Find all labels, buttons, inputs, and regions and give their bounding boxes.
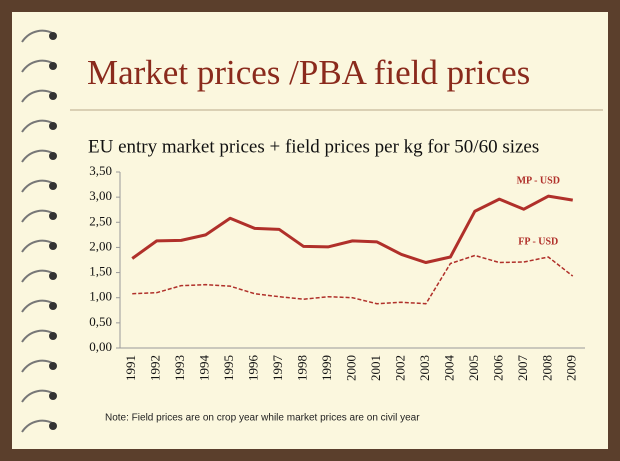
binding-hole: [49, 242, 57, 250]
binding-hole: [49, 422, 57, 430]
binding-hole: [49, 392, 57, 400]
binding: [21, 29, 57, 433]
y-tick-label: 1,00: [89, 289, 112, 304]
slide-background: [12, 12, 608, 449]
binding-hole: [49, 362, 57, 370]
series-label: MP - USD: [517, 175, 560, 186]
binding-hole: [49, 332, 57, 340]
x-tick-label: 2002: [392, 355, 407, 381]
x-tick-label: 2005: [466, 355, 481, 381]
y-tick-label: 1,50: [89, 264, 112, 279]
x-tick-label: 1991: [123, 355, 138, 381]
x-tick-label: 2004: [441, 355, 456, 382]
x-tick-label: 2003: [417, 355, 432, 381]
y-tick-label: 0,00: [89, 339, 112, 354]
x-tick-label: 2007: [515, 355, 530, 382]
x-tick-label: 1997: [270, 355, 285, 382]
y-tick-label: 0,50: [89, 314, 112, 329]
note: Note: Field prices are on crop year whil…: [105, 413, 420, 424]
binding-hole: [49, 122, 57, 130]
x-tick-label: 2008: [539, 355, 554, 381]
x-tick-label: 1992: [148, 355, 163, 381]
binding-hole: [49, 92, 57, 100]
series-line: [132, 254, 574, 305]
series-label: FP - USD: [518, 236, 558, 247]
binding-hole: [49, 302, 57, 310]
x-tick-label: 2001: [368, 355, 383, 381]
binding-hole: [49, 62, 57, 70]
y-tick-label: 2,50: [89, 213, 112, 228]
x-tick-label: 1995: [221, 355, 236, 381]
series-line: [131, 194, 574, 265]
x-tick-label: 2000: [343, 355, 358, 381]
y-tick-label: 3,00: [89, 188, 112, 203]
binding-hole: [49, 182, 57, 190]
binding-hole: [49, 272, 57, 280]
x-tick-label: 1999: [319, 355, 334, 381]
x-tick-label: 2006: [490, 355, 505, 382]
x-tick-label: 1998: [295, 355, 310, 381]
y-tick-label: 2,00: [89, 238, 112, 253]
binding-hole: [49, 152, 57, 160]
y-tick-label: 3,50: [89, 163, 112, 178]
slide-title: Market prices /PBA field prices: [87, 53, 530, 92]
x-tick-label: 1994: [197, 355, 212, 382]
binding-hole: [49, 212, 57, 220]
x-tick-label: 2009: [564, 355, 579, 381]
subtitle: EU entry market prices + field prices pe…: [88, 136, 539, 157]
x-tick-label: 1993: [172, 355, 187, 381]
x-tick-label: 1996: [246, 355, 261, 382]
binding-hole: [49, 32, 57, 40]
